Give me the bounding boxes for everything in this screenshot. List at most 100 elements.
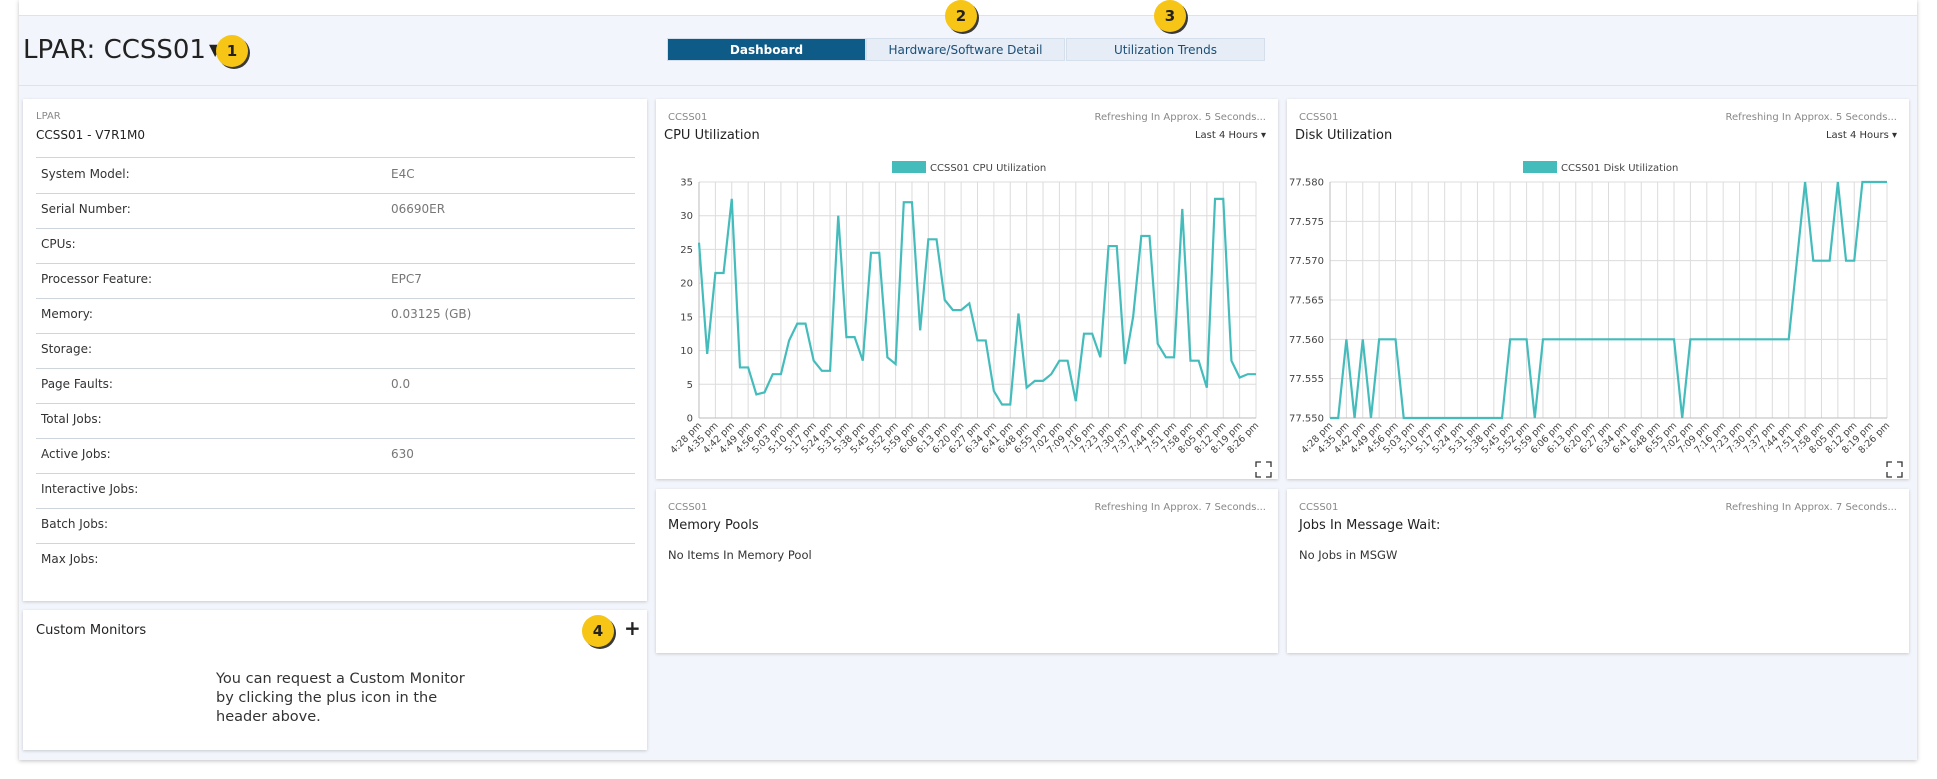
caret[interactable]: ▾: [1888, 130, 1897, 141]
row-value: 0.03125 (GB): [391, 307, 472, 321]
y-tick-label: 77.550: [1289, 414, 1324, 425]
y-tick-label: 77.560: [1289, 335, 1324, 346]
callout: 4: [582, 615, 614, 647]
disk-card: CCSS01 Refreshing In Approx. 5 Seconds...…: [1287, 99, 1909, 479]
legend-swatch: [892, 161, 926, 173]
row-value: EPC7: [391, 272, 422, 286]
card-message: No Items In Memory Pool: [668, 548, 812, 562]
tab[interactable]: Dashboard: [667, 38, 866, 61]
y-tick-label: 25: [680, 245, 693, 256]
y-tick-label: 77.570: [1289, 256, 1324, 267]
range-text[interactable]: Last 4 Hours: [1825, 130, 1889, 141]
message-line: by clicking the plus icon in the: [216, 690, 438, 706]
title-text[interactable]: LPAR: CCSS01: [23, 35, 206, 65]
divider: [36, 228, 635, 229]
add-button[interactable]: +: [624, 616, 641, 640]
y-tick-label: 77.555: [1289, 374, 1324, 385]
divider: [36, 263, 635, 264]
row-value: E4C: [391, 167, 415, 181]
row-label: System Model:: [41, 167, 130, 181]
range-text[interactable]: Last 4 Hours: [1194, 130, 1258, 141]
card-title: Jobs In Message Wait:: [1299, 518, 1441, 533]
divider: [36, 473, 635, 474]
divider: [36, 438, 635, 439]
divider: [36, 298, 635, 299]
y-tick-label: 0: [687, 414, 693, 425]
chart-title: CPU Utilization: [664, 128, 760, 143]
row-label: CPUs:: [41, 237, 76, 251]
divider: [36, 157, 635, 158]
chart: 77.550 77.555 77.560 77.565 77.570 77.575 77.5…: [1289, 161, 1903, 478]
refresh-label: Refreshing In Approx. 7 Seconds...: [1725, 502, 1897, 513]
tab[interactable]: Hardware/Software Detail: [866, 38, 1065, 61]
divider: [36, 368, 635, 369]
chart-title: Disk Utilization: [1295, 128, 1393, 143]
panel-label: LPAR: [36, 111, 61, 122]
divider: [36, 508, 635, 509]
message-line: You can request a Custom Monitor: [216, 671, 465, 687]
y-tick-label: 5: [687, 380, 693, 391]
refresh-label: Refreshing In Approx. 5 Seconds...: [1094, 112, 1266, 123]
row-label: Max Jobs:: [41, 552, 99, 566]
range-select[interactable]: Last 4 Hours ▾: [1195, 130, 1266, 141]
callout: 1: [216, 35, 248, 67]
callout: 2: [945, 0, 977, 32]
row-label: Page Faults:: [41, 377, 113, 391]
y-tick-label: 35: [680, 178, 693, 189]
lpar-panel: LPAR CCSS01 - V7R1M0 System Model: E4C Ser…: [23, 99, 647, 601]
divider: [36, 403, 635, 404]
range-select[interactable]: Last 4 Hours ▾: [1826, 130, 1897, 141]
divider: [36, 333, 635, 334]
data-line: [1330, 180, 1887, 420]
row-label: Active Jobs:: [41, 447, 111, 461]
row-label: Batch Jobs:: [41, 517, 109, 531]
row-label: Storage:: [41, 342, 92, 356]
expand-icon[interactable]: [1886, 461, 1903, 478]
expand-icon[interactable]: [1255, 461, 1272, 478]
system-label: CCSS01: [668, 502, 708, 513]
legend-label: CCSS01 Disk Utilization: [1561, 163, 1678, 174]
lpar-name: CCSS01 - V7R1M0: [36, 128, 146, 142]
refresh-label: Refreshing In Approx. 5 Seconds...: [1725, 112, 1897, 123]
caret[interactable]: ▾: [1257, 130, 1266, 141]
panel-title: Custom Monitors: [36, 623, 147, 638]
card-message: No Jobs in MSGW: [1299, 548, 1398, 562]
y-tick-label: 77.575: [1289, 217, 1324, 228]
data-line: [697, 197, 1256, 406]
legend-swatch: [1523, 161, 1557, 173]
custom-panel: Custom Monitors 4 + You can request a Cu…: [23, 610, 647, 750]
row-label: Interactive Jobs:: [41, 482, 139, 496]
tab[interactable]: Utilization Trends: [1066, 38, 1265, 61]
system-label: CCSS01: [668, 112, 708, 123]
system-label: CCSS01: [1299, 112, 1339, 123]
y-tick-label: 77.565: [1289, 296, 1324, 307]
row-value: 06690ER: [391, 202, 446, 216]
row-value: 630: [391, 447, 414, 461]
main-area: LPAR: CCSS01▼ 1 Dashboard Hardware/Softw…: [19, 0, 1917, 760]
lpar-title[interactable]: LPAR: CCSS01▼: [23, 35, 221, 65]
y-tick-label: 77.580: [1289, 178, 1324, 189]
custom-message: You can request a Custom Monitor by clic…: [216, 670, 465, 727]
row-label: Serial Number:: [41, 202, 131, 216]
separator: [19, 85, 1917, 86]
row-label: Total Jobs:: [41, 412, 102, 426]
refresh-label: Refreshing In Approx. 7 Seconds...: [1094, 502, 1266, 513]
y-tick-label: 15: [680, 312, 693, 323]
msgw-card: CCSS01 Refreshing In Approx. 7 Seconds...…: [1287, 489, 1909, 653]
card-title: Memory Pools: [668, 518, 759, 533]
callout: 3: [1154, 0, 1186, 32]
y-tick-label: 10: [680, 346, 693, 357]
row-label: Processor Feature:: [41, 272, 152, 286]
row-value: 0.0: [391, 377, 411, 391]
divider: [36, 193, 635, 194]
system-label: CCSS01: [1299, 502, 1339, 513]
divider: [36, 543, 635, 544]
memory-card: CCSS01 Refreshing In Approx. 7 Seconds...…: [656, 489, 1278, 653]
legend-label: CCSS01 CPU Utilization: [930, 163, 1046, 174]
y-tick-label: 30: [680, 211, 693, 222]
message-line: header above.: [216, 709, 321, 725]
row-label: Memory:: [41, 307, 93, 321]
y-tick-label: 20: [680, 279, 693, 290]
